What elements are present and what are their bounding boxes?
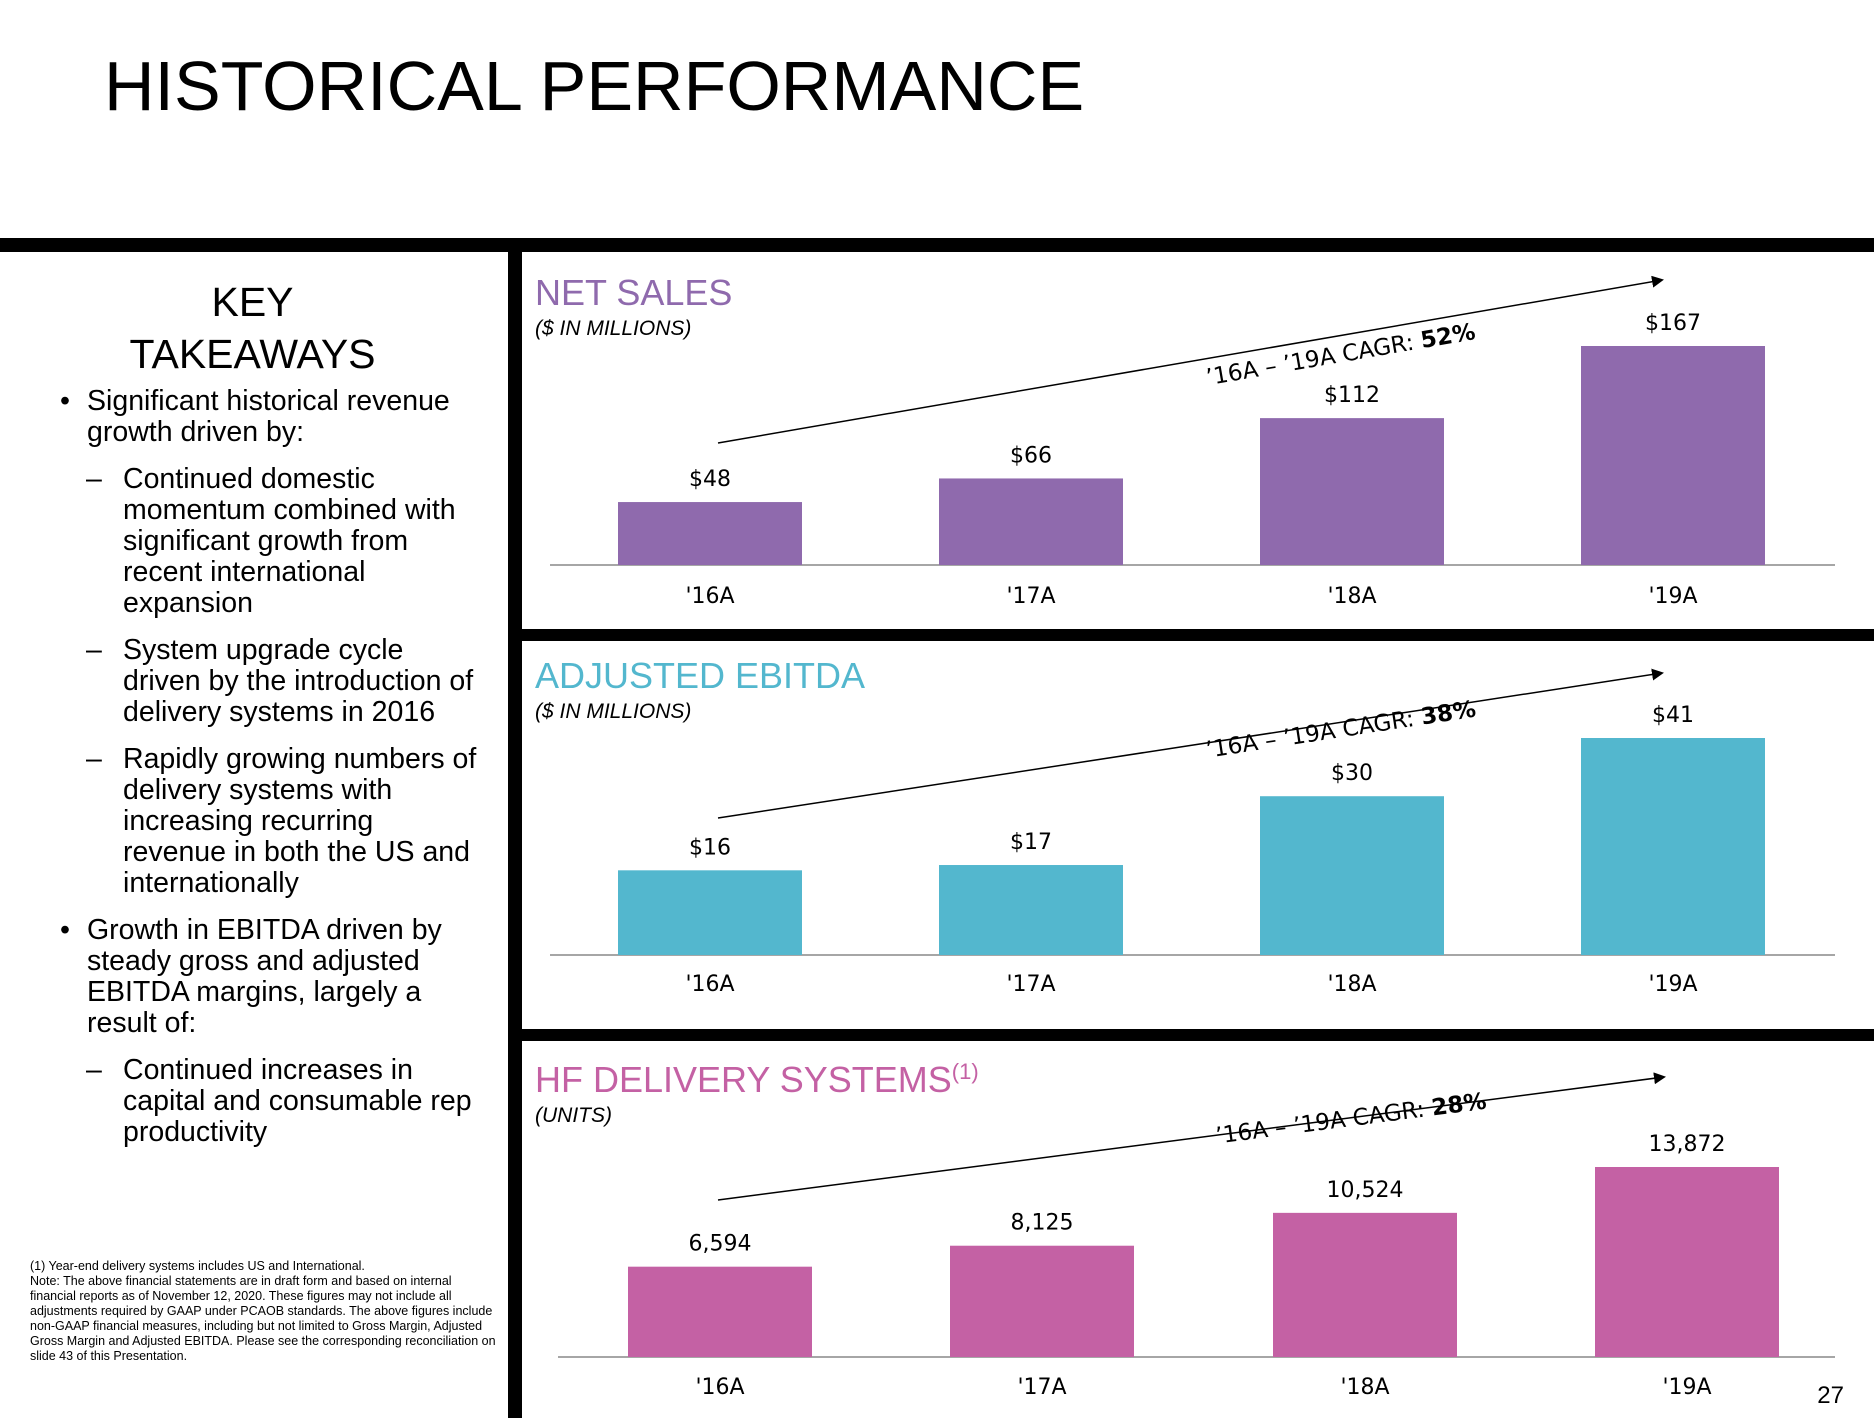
bar-18A <box>1260 418 1444 565</box>
bar-16A <box>618 502 802 565</box>
delivery-systems-title-text: HF DELIVERY SYSTEMS <box>535 1059 952 1100</box>
category-label: '19A <box>1648 972 1697 997</box>
value-label: $112 <box>1324 383 1380 408</box>
footnote: (1) Year-end delivery systems includes U… <box>30 1259 500 1364</box>
bar-18A <box>1260 796 1444 955</box>
bar-16A <box>628 1266 812 1357</box>
sub-bullet-text: Rapidly growing numbers of delivery syst… <box>123 743 477 899</box>
bullet-marker: • <box>60 385 70 417</box>
value-label: 6,594 <box>689 1232 752 1257</box>
bar-16A <box>618 870 802 955</box>
footnote-note: Note: The above financial statements are… <box>30 1274 496 1363</box>
chart-divider-1 <box>508 629 1874 641</box>
vertical-divider-bar <box>508 238 522 1418</box>
value-label: $48 <box>689 467 731 492</box>
cagr-trend-arrow <box>717 668 1664 819</box>
category-label: '17A <box>1017 1375 1066 1400</box>
cagr-trend-arrow <box>717 1072 1666 1201</box>
dash-marker: – <box>86 1054 102 1086</box>
bullet-item: • Significant historical revenue growth … <box>60 386 480 448</box>
category-label: '16A <box>685 972 734 997</box>
bar-17A <box>939 865 1123 955</box>
net-sales-subtitle: ($ IN MILLIONS) <box>535 317 692 340</box>
ebitda-subtitle: ($ IN MILLIONS) <box>535 700 692 723</box>
chart-divider-2 <box>508 1029 1874 1041</box>
footnote-1: (1) Year-end delivery systems includes U… <box>30 1259 365 1273</box>
category-label: '19A <box>1648 584 1697 609</box>
cagr-value: 38% <box>1419 697 1477 731</box>
cagr-trend-arrow <box>717 275 1664 444</box>
bullet-text: Significant historical revenue growth dr… <box>87 385 450 448</box>
cagr-annotation: ’16A – ’19A CAGR: 38% <box>1204 697 1477 764</box>
bar-19A <box>1581 346 1765 565</box>
delivery-systems-subtitle: (UNITS) <box>535 1104 612 1127</box>
cagr-label: ’16A – ’19A CAGR: <box>1204 328 1423 391</box>
category-label: '18A <box>1340 1375 1389 1400</box>
bullet-item: • Growth in EBITDA driven by steady gros… <box>60 915 480 1039</box>
delivery-systems-title: HF DELIVERY SYSTEMS(1) <box>535 1059 979 1101</box>
sub-bullet-item: – Continued increases in capital and con… <box>60 1055 480 1148</box>
bar-17A <box>939 478 1123 565</box>
sub-bullet-text: System upgrade cycle driven by the intro… <box>123 634 474 728</box>
cagr-annotation: ’16A – ’19A CAGR: 28% <box>1214 1089 1488 1150</box>
top-divider-bar <box>0 238 1874 252</box>
category-label: '18A <box>1327 972 1376 997</box>
category-label: '17A <box>1006 584 1055 609</box>
bullet-marker: • <box>60 914 70 946</box>
cagr-value: 52% <box>1419 319 1478 354</box>
net-sales-title: NET SALES <box>535 272 733 313</box>
category-label: '17A <box>1006 972 1055 997</box>
cagr-annotation: ’16A – ’19A CAGR: 52% <box>1204 319 1477 391</box>
category-label: '16A <box>695 1375 744 1400</box>
dash-marker: – <box>86 743 102 775</box>
ebitda-title: ADJUSTED EBITDA <box>535 655 866 696</box>
value-label: $66 <box>1010 443 1052 468</box>
category-label: '19A <box>1662 1375 1711 1400</box>
key-heading-line1: KEY <box>211 279 294 325</box>
page-title: HISTORICAL PERFORMANCE <box>104 47 1085 125</box>
value-label: $17 <box>1010 830 1052 855</box>
page-number: 27 <box>1817 1382 1844 1409</box>
category-label: '16A <box>685 584 734 609</box>
sub-bullet-item: – Rapidly growing numbers of delivery sy… <box>60 744 480 899</box>
value-label: $41 <box>1652 703 1694 728</box>
key-takeaways-heading: KEY TAKEAWAYS <box>20 276 485 380</box>
sub-bullet-item: – System upgrade cycle driven by the int… <box>60 635 480 728</box>
dash-marker: – <box>86 463 102 495</box>
bar-18A <box>1273 1212 1457 1357</box>
sub-bullet-item: – Continued domestic momentum combined w… <box>60 464 480 619</box>
ebitda-chart: $16 '16A $17 '17A $30 '18A $41 '19A ’16A – ’19A … <box>550 668 1835 997</box>
cagr-value: 28% <box>1430 1089 1488 1122</box>
bar-19A <box>1595 1167 1779 1357</box>
bullet-text: Growth in EBITDA driven by steady gross … <box>87 914 442 1039</box>
value-label: 10,524 <box>1327 1178 1404 1203</box>
key-heading-line2: TAKEAWAYS <box>129 331 376 377</box>
delivery-systems-chart: 6,594 '16A 8,125 '17A 10,524 '18A 13,872 '19A ’1… <box>558 1072 1835 1400</box>
bar-17A <box>950 1245 1134 1357</box>
value-label: 13,872 <box>1649 1132 1726 1157</box>
takeaways-list: • Significant historical revenue growth … <box>60 386 480 1164</box>
sub-bullet-text: Continued domestic momentum combined wit… <box>123 463 456 619</box>
bar-19A <box>1581 738 1765 955</box>
cagr-label: ’16A – ’19A CAGR: <box>1204 705 1423 764</box>
cagr-label: ’16A – ’19A CAGR: <box>1214 1096 1433 1150</box>
value-label: $167 <box>1645 311 1701 336</box>
sub-bullet-text: Continued increases in capital and consu… <box>123 1054 472 1148</box>
value-label: $16 <box>689 835 731 860</box>
net-sales-chart: $48 '16A $66 '17A $112 '18A $167 '19A ’16A – ’19… <box>550 275 1835 609</box>
dash-marker: – <box>86 634 102 666</box>
category-label: '18A <box>1327 584 1376 609</box>
value-label: 8,125 <box>1011 1211 1074 1236</box>
footnote-ref: (1) <box>951 1059 979 1084</box>
value-label: $30 <box>1331 761 1373 786</box>
